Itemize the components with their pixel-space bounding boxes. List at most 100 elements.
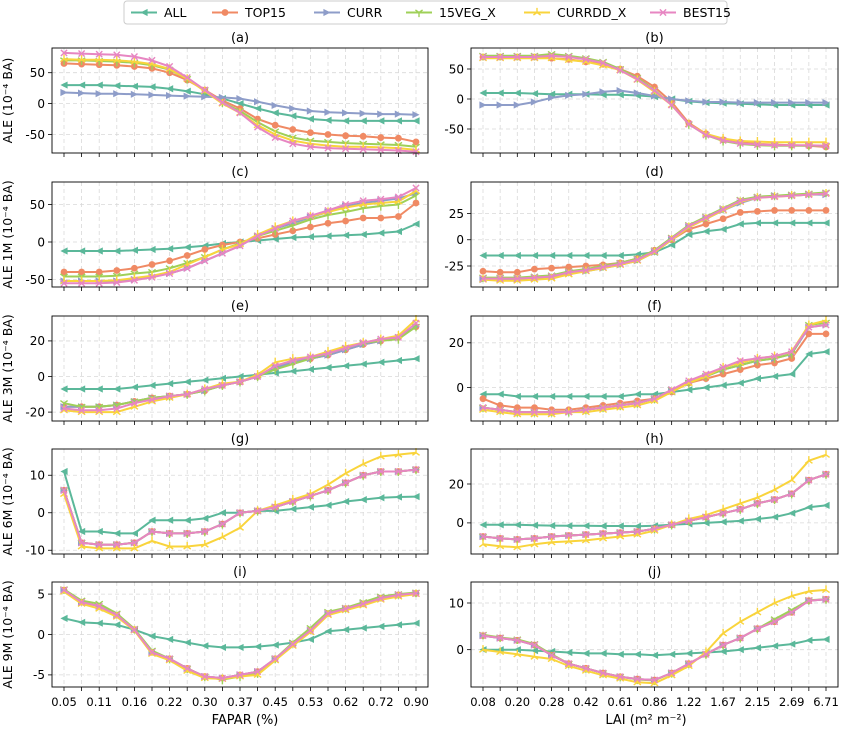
data-point: [530, 534, 539, 543]
data-point: [113, 385, 121, 393]
legend-item-15veg_x: 15VEG_X: [406, 5, 496, 20]
data-point: [130, 246, 138, 254]
data-point: [753, 219, 761, 227]
panel-title: (c): [231, 165, 248, 180]
data-point: [394, 227, 402, 236]
series-best15: [60, 319, 420, 414]
data-point: [565, 268, 573, 276]
data-point: [412, 117, 420, 125]
data-point: [148, 83, 156, 91]
data-point: [78, 598, 86, 606]
data-point: [599, 392, 607, 401]
x-tick-label: 0.42: [573, 695, 599, 709]
data-point: [183, 664, 191, 673]
series-currdd_x: [478, 450, 831, 551]
data-point: [719, 98, 727, 106]
data-point: [342, 344, 350, 352]
x-tick-label: 0.86: [642, 695, 668, 709]
data-point: [479, 89, 487, 97]
series-best15: [479, 470, 830, 544]
data-point: [289, 227, 297, 235]
data-point: [513, 251, 521, 260]
data-point: [77, 55, 86, 63]
data-point: [479, 267, 487, 275]
data-point: [770, 485, 779, 494]
y-tick-label: 0: [456, 643, 464, 657]
data-point: [113, 82, 121, 90]
data-point: [513, 404, 521, 411]
data-point: [719, 225, 727, 233]
data-point: [359, 132, 367, 140]
data-point: [685, 97, 693, 105]
data-point: [289, 104, 297, 113]
data-point: [513, 268, 521, 276]
data-point: [702, 214, 710, 222]
data-point: [60, 81, 68, 89]
data-point: [496, 275, 504, 283]
data-point: [60, 467, 68, 476]
data-point: [183, 252, 191, 259]
data-point: [289, 112, 297, 120]
data-point: [394, 621, 402, 629]
data-point: [548, 651, 556, 659]
y-tick-label: 50: [30, 66, 45, 80]
panel-b: (b) -50 0 50: [444, 31, 839, 157]
data-point: [582, 522, 590, 530]
y-tick-label: 0: [37, 235, 45, 249]
data-point: [702, 370, 710, 378]
data-point: [530, 647, 539, 655]
y-tick-label: 0: [456, 92, 464, 106]
data-point: [633, 89, 641, 97]
data-point: [112, 55, 121, 64]
data-point: [599, 669, 607, 677]
data-point: [616, 260, 624, 268]
data-point: [788, 509, 796, 517]
data-point: [183, 390, 191, 398]
data-point: [753, 515, 761, 523]
data-point: [148, 396, 156, 404]
data-point: [736, 517, 744, 525]
data-point: [130, 276, 138, 284]
data-point: [770, 219, 779, 227]
data-point: [394, 450, 403, 458]
data-point: [183, 87, 191, 95]
data-point: [479, 521, 487, 529]
y-axis-labels: ALE (10⁻⁴ BA) ALE 1M (10⁻⁴ BA) ALE 3M (10⁻…: [0, 58, 15, 689]
data-point: [342, 145, 350, 153]
data-point: [254, 643, 262, 651]
y-tick-label: 10: [449, 596, 464, 610]
data-point: [496, 101, 504, 109]
data-point: [565, 648, 573, 657]
data-point: [95, 602, 103, 610]
data-point: [770, 99, 779, 107]
data-point: [306, 635, 314, 643]
data-point: [736, 139, 744, 147]
data-point: [78, 81, 86, 89]
data-point: [183, 264, 191, 272]
data-point: [342, 497, 350, 506]
data-point: [148, 516, 156, 524]
data-point: [394, 467, 402, 476]
data-point: [377, 134, 385, 141]
data-point: [650, 651, 659, 659]
legend-marker: [140, 8, 148, 17]
y-tick-label: 0: [456, 381, 464, 395]
legend-marker: [659, 8, 667, 17]
data-point: [719, 518, 727, 526]
data-point: [323, 480, 333, 488]
y-axis-label: ALE 3M (10⁻⁴ BA): [0, 314, 15, 422]
data-point: [377, 229, 385, 237]
data-point: [650, 87, 659, 95]
data-point: [685, 517, 693, 525]
data-point: [805, 206, 813, 214]
data-point: [599, 649, 607, 657]
data-point: [306, 107, 314, 115]
data-point: [183, 74, 191, 82]
data-point: [95, 527, 103, 536]
data-point: [95, 279, 103, 287]
data-point: [770, 618, 779, 626]
data-point: [719, 136, 727, 144]
data-point: [771, 206, 778, 214]
data-point: [95, 81, 103, 89]
y-tick-label: 0: [456, 516, 464, 530]
